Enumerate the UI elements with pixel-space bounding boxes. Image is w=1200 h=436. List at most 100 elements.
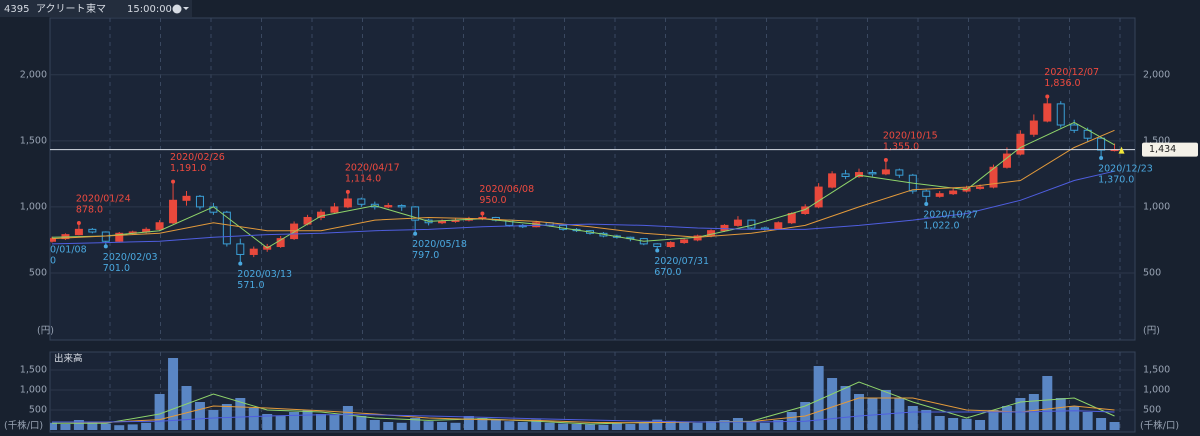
dropdown-icon[interactable] [183,7,189,10]
volume-bar [168,358,179,430]
volume-title: 出来高 [54,353,83,365]
current-price-box [1142,142,1198,157]
y-tick-label: 1,000 [20,201,47,212]
current-price-label: 1,434 [1149,144,1176,155]
y-tick-label: 500 [29,405,47,416]
volume-unit-right: (千株/口) [1140,420,1179,432]
volume-bar [235,398,246,430]
volume-bar [410,418,421,430]
volume-bar [356,416,367,430]
volume-bar [141,422,152,430]
candle-body [249,248,258,255]
y-tick-label: 1,500 [20,135,47,146]
market: 東マ [86,2,106,15]
candle-body [787,213,796,224]
annotation-value: 1,355.0 [883,142,919,153]
volume-bar [302,410,313,430]
candle-body [855,172,863,178]
annotation-date: 2020/10/15 [883,131,938,142]
moving-average [51,129,1115,240]
volume-bar [437,422,448,430]
stock-name: アクリート [36,3,86,15]
volume-unit-left: (千株/口) [4,420,43,432]
volume-bar [114,425,125,430]
candle-body [922,190,931,197]
info-icon[interactable] [172,4,182,14]
annotation-marker [480,211,485,216]
volume-bar [1001,406,1012,430]
volume-bar [289,412,300,430]
volume-bar [880,390,891,430]
volume-bar [921,410,932,430]
annotation-marker [1045,94,1050,99]
volume-bar [423,421,434,430]
stock-code: 4395 [4,4,29,15]
candle-body [733,219,742,226]
volume-bar [692,422,703,430]
moving-average [52,381,1115,425]
annotation-value: 701.0 [103,263,130,274]
volume-bar [194,402,205,430]
annotation-value: 1,022.0 [923,220,959,231]
annotation-date: 2020/05/18 [412,239,467,250]
volume-bar [1082,412,1093,430]
volume-bar [490,420,501,430]
candle-body [935,193,944,197]
candle-body [1070,124,1079,131]
header-box [0,0,192,17]
annotation-marker [413,231,418,236]
volume-bar [665,420,676,430]
volume-bar [746,422,757,430]
candle-body [236,243,245,255]
volume-bar [1015,398,1026,430]
candle-body [222,211,231,245]
volume-bar [154,394,165,430]
candle-body [384,205,393,208]
annotation-marker [924,201,929,206]
volume-bar [773,420,784,430]
volume-bar [961,418,972,430]
moving-average [51,397,1115,424]
annotation-date: 2020/12/23 [1098,164,1153,175]
moving-average [52,410,1115,423]
volume-bar [1096,418,1107,430]
annotation-value: 950.0 [479,195,506,206]
candle-body [101,231,110,242]
candle-body [50,238,56,242]
candle-body [814,186,823,208]
volume-bar [87,422,98,430]
candle-body [343,198,352,208]
annotation-date: 2020/01/24 [76,194,131,205]
volume-bar [73,420,84,430]
candle-body [182,195,191,201]
annotation-date: 2020/03/13 [237,269,292,280]
volume-bar [975,420,986,430]
annotation-value: 1,370.0 [1098,175,1134,186]
candle-body [680,239,689,244]
annotation-date: 2020/02/03 [103,252,158,263]
candle-body [155,222,164,230]
volume-bar [329,414,340,430]
volume-bar [638,422,649,430]
volume-bar [840,386,851,430]
volume-bar [316,414,326,430]
annotation-date: 2020/10/27 [923,209,978,220]
y-tick-label: 1,000 [20,385,47,396]
candle-body [720,224,729,232]
volume-bar [1069,406,1080,430]
candle-body [653,243,662,248]
volume-bar [477,418,488,430]
volume-bar [127,424,138,430]
volume-bar [732,418,743,430]
volume-bar [827,378,838,430]
candle-body [828,173,837,188]
volume-bar [948,418,959,430]
volume-bar [988,410,999,430]
candle-body [841,173,850,178]
volume-bar [50,422,57,430]
current-price-marker [1118,146,1125,154]
volume-bar [894,398,905,430]
candle-body [115,232,124,242]
volume-bar [1055,398,1066,430]
